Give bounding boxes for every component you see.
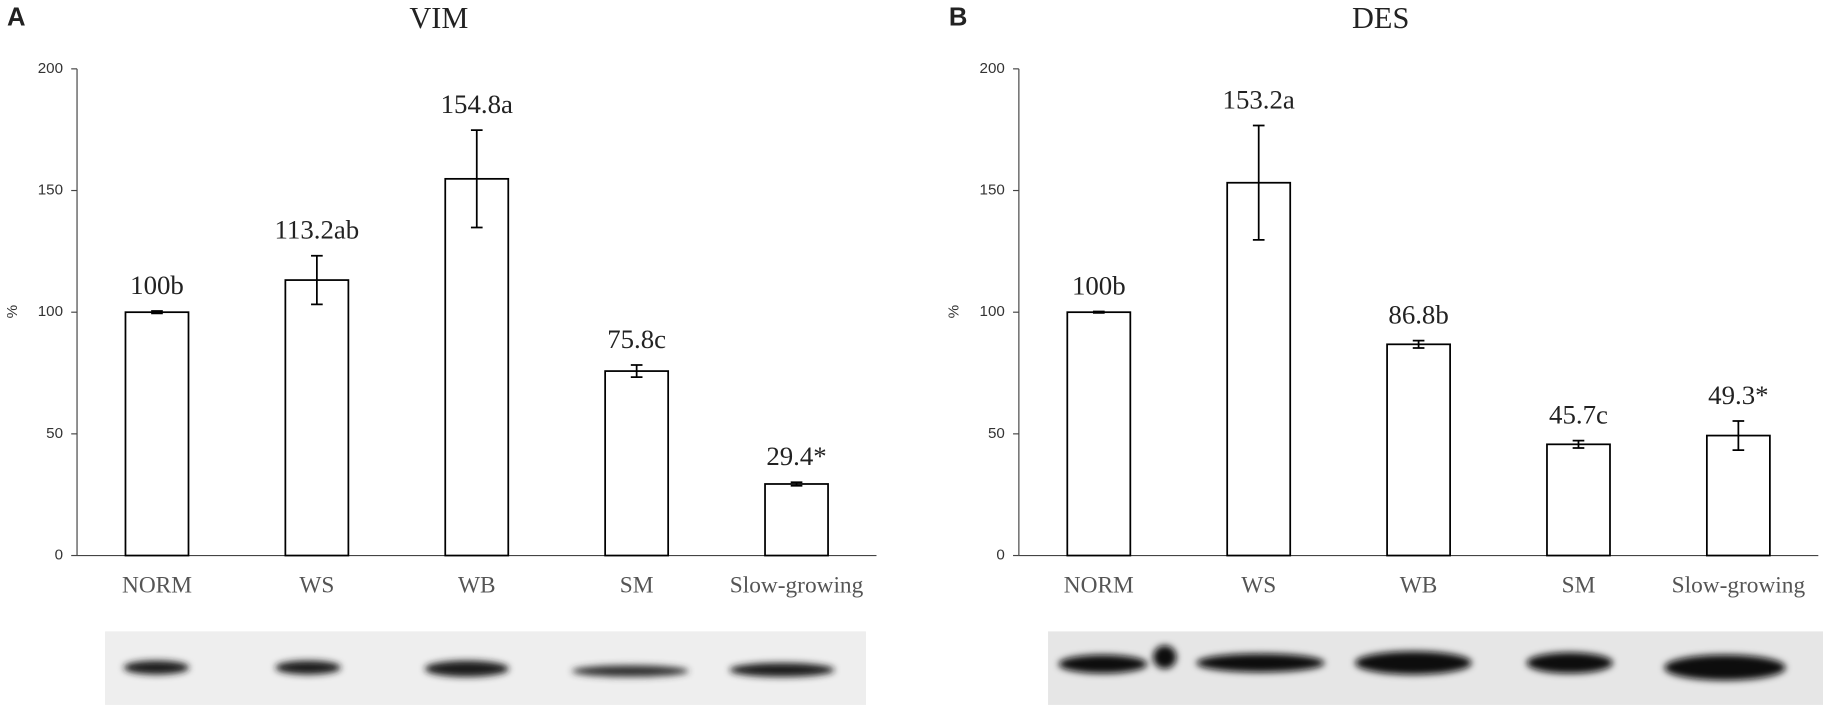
value-label: 154.8a <box>441 89 513 119</box>
value-label: 45.7c <box>1549 399 1608 429</box>
error-bar <box>1572 439 1585 449</box>
x-tick-label: NORM <box>1064 572 1134 598</box>
chart-title: VIM <box>409 1 468 35</box>
bar <box>1546 443 1611 557</box>
y-tick-label: 100 <box>980 303 1005 320</box>
y-tick-label: 50 <box>46 425 63 442</box>
x-tick-label: WS <box>1241 572 1276 598</box>
bar <box>284 279 350 557</box>
value-label: 113.2ab <box>275 215 360 245</box>
value-label: 153.2a <box>1223 84 1295 114</box>
y-tick-label: 0 <box>55 547 63 564</box>
y-axis-label: % <box>4 305 21 318</box>
x-tick-label: WS <box>299 572 334 598</box>
error-bar <box>1092 310 1105 314</box>
bar <box>764 483 829 557</box>
y-tick-label: 200 <box>38 60 63 77</box>
x-tick-label: SM <box>620 572 654 598</box>
y-tick-label: 150 <box>38 182 63 199</box>
x-tick-label: Slow-growing <box>730 572 864 598</box>
chart-title: DES <box>1352 1 1409 35</box>
error-bar <box>311 254 323 306</box>
x-tick-label: NORM <box>122 572 192 598</box>
x-tick-label: SM <box>1562 572 1596 598</box>
error-bar <box>630 364 643 379</box>
value-label: 86.8b <box>1388 299 1448 329</box>
error-bar <box>1732 420 1745 452</box>
western-blot-b <box>1048 631 1823 705</box>
bar <box>1066 311 1132 557</box>
bar <box>1386 343 1451 557</box>
x-tick-label: Slow-growing <box>1672 572 1806 598</box>
y-tick-label: 200 <box>980 60 1005 77</box>
value-label: 75.8c <box>607 324 666 354</box>
y-tick-label: 0 <box>996 547 1004 564</box>
y-tick-label: 100 <box>38 303 63 320</box>
value-label: 49.3* <box>1708 380 1768 410</box>
y-tick-label: 50 <box>988 425 1005 442</box>
value-label: 29.4* <box>766 441 826 471</box>
error-bar <box>790 481 803 487</box>
x-tick-label: WB <box>1400 572 1438 598</box>
value-label: 100b <box>130 270 184 300</box>
x-tick-label: WB <box>458 572 496 598</box>
panel-label: A <box>7 3 26 31</box>
error-bar <box>470 129 483 229</box>
bar <box>124 311 190 557</box>
error-bar <box>1412 339 1425 349</box>
y-axis-label: % <box>946 305 963 318</box>
error-bar <box>151 310 163 315</box>
bar <box>1705 434 1771 557</box>
panel-label: B <box>949 3 968 31</box>
bar <box>604 370 670 557</box>
error-bar <box>1252 124 1265 241</box>
bar <box>444 177 510 557</box>
y-tick-label: 150 <box>980 182 1005 199</box>
western-blot-a <box>105 631 866 705</box>
value-label: 100b <box>1072 270 1126 300</box>
